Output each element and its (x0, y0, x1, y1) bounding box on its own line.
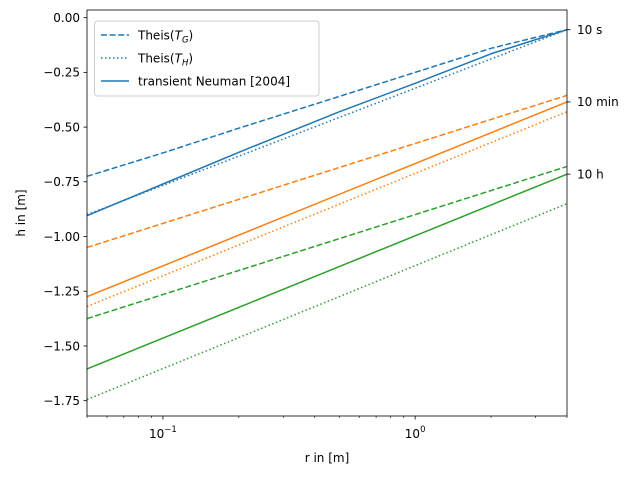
plot-series (87, 28, 567, 401)
series-line-dotted-10s (87, 29, 567, 216)
x-axis-label: r in [m] (305, 451, 350, 465)
series-line-dashed-10h (87, 165, 567, 320)
legend-label: Theis(TG) (137, 29, 193, 46)
y-tick-label: −1.75 (43, 394, 80, 408)
x-tick-label: 100 (405, 425, 426, 441)
y-axis-label: h in [m] (14, 189, 28, 236)
y-tick-label: −1.50 (43, 339, 80, 353)
series-line-solid-10h (87, 173, 567, 370)
axes: 0.00 −0.25 −0.50 −0.75 −1.00 −1.25 −1.50 −1.75 1… (43, 9, 568, 441)
legend-label: Theis(TH) (137, 52, 193, 69)
time-label: 10 s (577, 23, 602, 37)
series-line-solid-10min (87, 101, 567, 298)
series-line-dotted-10h (87, 203, 567, 401)
time-labels: 10 s 10 min 10 h (567, 23, 619, 181)
y-tick-label: −1.25 (43, 285, 80, 299)
y-tick-label: −0.75 (43, 175, 80, 189)
x-tick-label: 10−1 (149, 425, 177, 441)
y-tick-label: −0.50 (43, 120, 80, 134)
series-line-solid-10s (87, 28, 567, 217)
legend-label: transient Neuman [2004] (138, 75, 290, 89)
y-tick-label: −0.25 (43, 66, 80, 80)
plot-frame (86, 9, 568, 417)
time-label: 10 h (577, 167, 604, 181)
legend-box (94, 20, 320, 97)
y-tick-label: 0.00 (53, 11, 80, 25)
axis-labels: r in [m] h in [m] (14, 189, 349, 465)
y-tick-label: −1.00 (43, 230, 80, 244)
time-label: 10 min (577, 95, 619, 109)
legend: Theis(TG) Theis(TH) transient Neuman [2004… (94, 20, 320, 97)
series-line-dashed-10s (87, 28, 567, 178)
series-line-dashed-10min (87, 94, 567, 249)
